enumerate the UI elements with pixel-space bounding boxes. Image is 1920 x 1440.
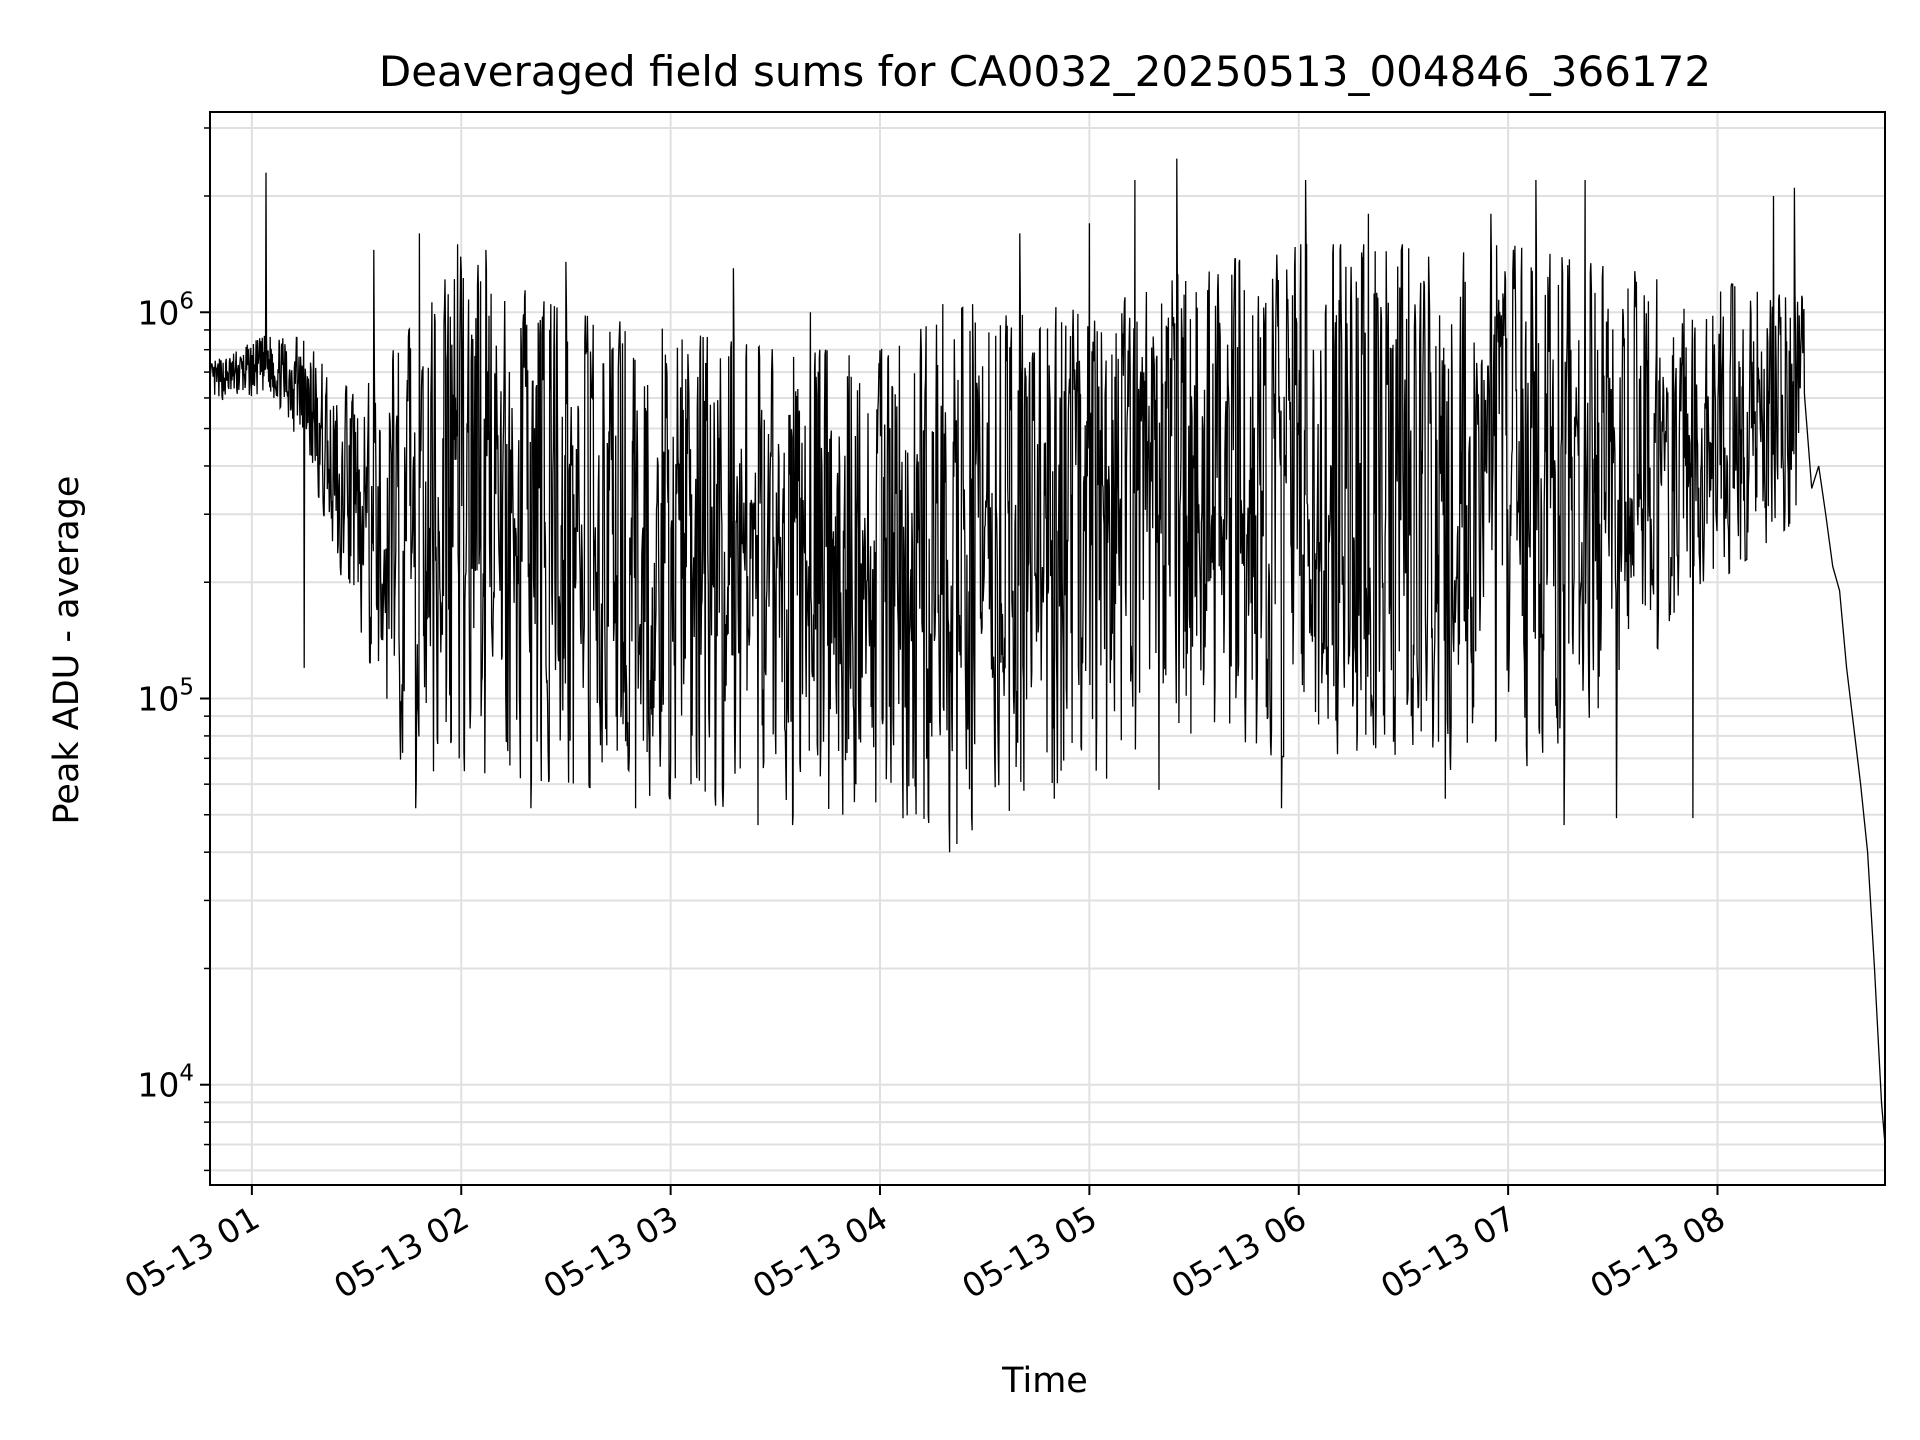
plot-frame bbox=[209, 111, 1886, 1186]
series-layer bbox=[209, 158, 1886, 1145]
y-tick-label: 106 bbox=[137, 288, 194, 332]
y-tick-label: 105 bbox=[137, 674, 194, 718]
series-line bbox=[209, 158, 1886, 1145]
y-axis-title: Peak ADU - average bbox=[47, 476, 87, 825]
x-axis-title: Time bbox=[1001, 1361, 1088, 1401]
chart-title: Deaveraged field sums for CA0032_2025051… bbox=[379, 47, 1711, 96]
y-tick-label: 104 bbox=[137, 1061, 194, 1105]
